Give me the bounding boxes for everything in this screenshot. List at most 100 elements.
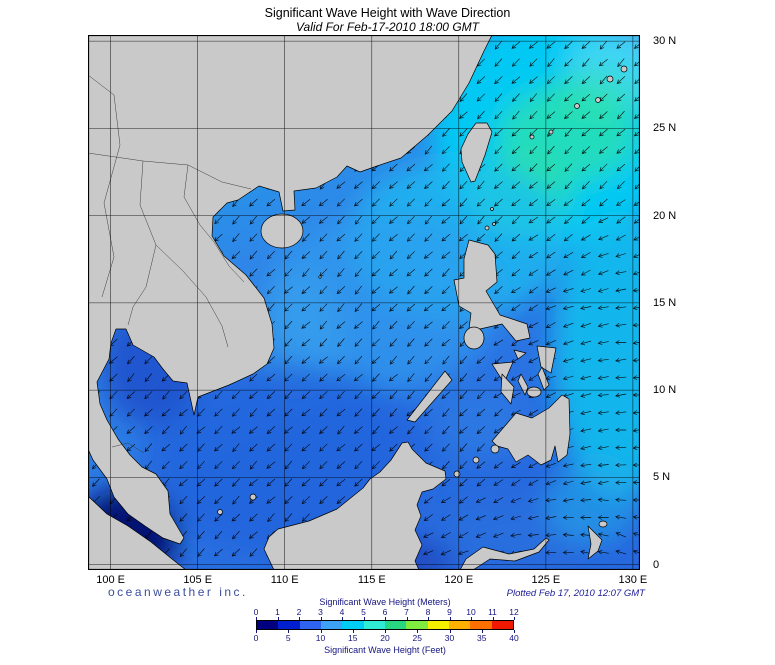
wave-arrow	[284, 513, 293, 523]
wave-arrow	[597, 305, 609, 311]
wave-arrow	[458, 426, 468, 434]
wave-arrow	[284, 250, 293, 260]
wave-arrow	[389, 338, 398, 347]
wave-arrow	[301, 321, 311, 329]
wave-arrow	[144, 391, 153, 400]
wave-arrow	[615, 427, 627, 433]
wave-arrow	[493, 198, 503, 207]
wave-arrow	[459, 198, 468, 208]
wave-arrow	[528, 462, 539, 468]
landmass-mainland-asia	[87, 34, 493, 545]
wave-arrow	[615, 462, 627, 468]
valid-time-subtitle: Valid For Feb-17-2010 18:00 GMT	[296, 20, 479, 34]
wave-arrow	[580, 340, 592, 346]
landmass-morotai	[598, 520, 608, 528]
wave-arrow	[616, 93, 626, 102]
wave-arrow	[214, 390, 223, 400]
wave-arrow	[545, 269, 556, 276]
wave-arrow	[179, 495, 188, 505]
wave-arrow	[336, 373, 346, 382]
wave-arrow	[546, 234, 556, 242]
meters-tick-label: 7	[404, 607, 409, 617]
wave-arrow	[580, 393, 592, 398]
wave-arrow	[424, 181, 433, 189]
island-batanes	[490, 207, 494, 211]
wave-arrow	[459, 443, 468, 453]
wave-arrow	[616, 146, 626, 154]
wave-arrow	[336, 408, 346, 417]
wave-arrow	[423, 532, 434, 538]
wave-arrow	[615, 270, 627, 276]
wave-arrow	[178, 408, 188, 417]
wave-arrow	[266, 496, 276, 504]
wave-arrow	[214, 496, 223, 505]
wave-arrow	[597, 392, 609, 398]
tick-mark	[385, 617, 386, 620]
wave-arrow	[598, 58, 608, 67]
page-title: Significant Wave Height with Wave Direct…	[264, 6, 511, 20]
wave-arrow	[423, 321, 433, 329]
tick-mark	[514, 630, 515, 633]
island-natuna	[249, 493, 257, 501]
wave-arrow	[336, 181, 346, 189]
wave-arrow	[406, 163, 416, 172]
wave-arrow	[231, 513, 241, 522]
wave-arrow	[248, 426, 258, 434]
wave-arrow	[266, 426, 276, 435]
wave-arrow	[459, 373, 468, 383]
wave-arrow	[528, 374, 539, 381]
wave-arrow	[580, 358, 592, 363]
wave-arrow	[581, 111, 591, 119]
wave-arrow	[144, 373, 153, 383]
wave-arrow	[546, 76, 555, 85]
wave-arrow	[512, 93, 520, 102]
meters-tick-label: 9	[447, 607, 452, 617]
island-babuyan	[492, 222, 496, 226]
plotted-timestamp: Plotted Feb 17, 2010 12:07 GMT	[506, 588, 645, 599]
tick-mark	[277, 617, 279, 620]
wave-arrow	[580, 375, 592, 381]
wave-arrow	[459, 408, 468, 417]
tick-mark	[449, 630, 451, 633]
wave-arrow	[336, 321, 346, 329]
wave-arrow	[406, 181, 416, 189]
wave-arrow	[337, 268, 345, 278]
wave-arrow	[493, 339, 504, 346]
wave-arrow	[511, 215, 520, 225]
wave-arrow	[528, 322, 539, 328]
wave-arrow	[511, 268, 521, 277]
tick-mark	[514, 617, 515, 620]
wave-arrow	[441, 338, 451, 347]
wave-arrow	[527, 498, 539, 503]
wave-arrow	[319, 233, 328, 242]
wave-arrow	[266, 408, 276, 417]
wave-arrow	[475, 515, 486, 521]
wave-arrow	[615, 480, 627, 485]
wave-arrow	[528, 357, 539, 363]
wave-arrow	[581, 198, 591, 207]
wave-arrow	[477, 180, 485, 190]
wave-arrow	[442, 128, 450, 138]
wave-arrow	[388, 216, 398, 224]
wave-arrow	[564, 58, 573, 67]
wave-arrow	[510, 515, 522, 521]
wave-arrow	[214, 425, 223, 435]
wave-arrow	[459, 478, 468, 487]
wave-arrow	[371, 356, 381, 364]
tick-mark	[385, 630, 386, 633]
wave-arrow	[562, 550, 574, 555]
feet-tick-label: 10	[315, 633, 326, 643]
wave-arrow	[179, 390, 188, 400]
wave-arrow	[406, 303, 416, 312]
wave-arrow	[301, 356, 311, 364]
wave-arrow	[546, 199, 556, 207]
wave-arrow	[597, 549, 609, 555]
wave-arrow	[564, 76, 573, 85]
wave-arrow	[354, 408, 363, 417]
wave-arrow	[476, 478, 486, 487]
colorbar	[256, 620, 514, 630]
wave-arrow	[354, 443, 363, 452]
wave-arrow	[424, 338, 433, 347]
tick-mark	[320, 617, 322, 620]
wave-arrow	[336, 478, 346, 487]
